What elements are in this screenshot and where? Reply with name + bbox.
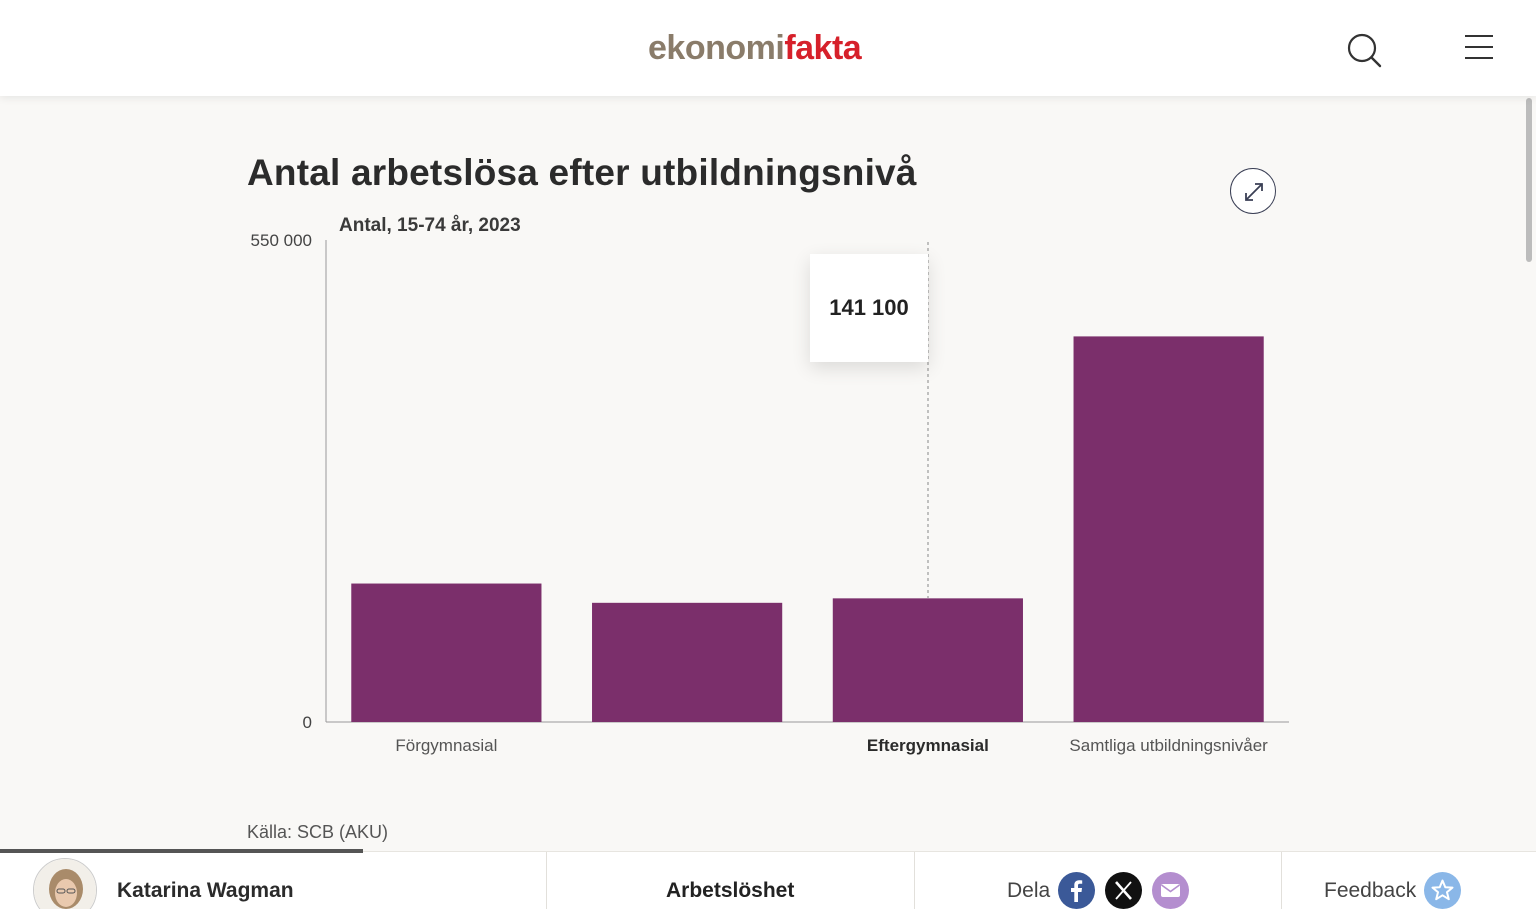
facebook-share-icon[interactable]	[1058, 872, 1095, 909]
logo-text-part1: ekonomi	[648, 29, 785, 67]
email-share-icon[interactable]	[1152, 872, 1189, 909]
chart-title: Antal arbetslösa efter utbildningsnivå	[247, 152, 917, 193]
sticky-footer: Katarina Wagman Arbetslöshet Dela Feedba…	[0, 851, 1536, 909]
bar[interactable]	[832, 598, 1023, 722]
x-share-icon[interactable]	[1105, 872, 1142, 909]
chart-tooltip: 141 100	[810, 254, 928, 362]
topic-link[interactable]: Arbetslöshet	[666, 879, 795, 902]
author-name[interactable]: Katarina Wagman	[117, 879, 294, 902]
bars-group	[351, 336, 1264, 722]
footer-divider	[914, 852, 915, 909]
logo-text-part2: fakta	[784, 29, 862, 67]
feedback-label[interactable]: Feedback	[1324, 879, 1417, 902]
hamburger-menu-icon[interactable]	[1460, 30, 1498, 64]
ekonomifakta-logo[interactable]: ekonomifakta	[648, 26, 862, 70]
chart-source: Källa: SCB (AKU)	[247, 822, 389, 842]
x-axis-label: Samtliga utbildningsnivåer	[1069, 736, 1268, 755]
footer-divider	[1281, 852, 1282, 909]
share-label: Dela	[1007, 879, 1051, 902]
star-icon[interactable]	[1424, 872, 1461, 909]
x-axis-label: Eftergymnasial	[866, 736, 989, 755]
expand-fullscreen-icon[interactable]	[1230, 168, 1276, 214]
page-scrollbar[interactable]	[1526, 98, 1532, 262]
x-axis-label: Förgymnasial	[395, 736, 498, 755]
top-navigation-bar: ekonomifakta	[0, 0, 1536, 96]
author-avatar[interactable]	[33, 858, 97, 909]
chart-subtitle: Antal, 15-74 år, 2023	[339, 215, 521, 236]
y-axis-tick-min: 0	[302, 713, 312, 732]
footer-divider	[546, 852, 547, 909]
y-axis-tick-max: 550 000	[250, 231, 312, 250]
reading-progress-bar	[0, 849, 363, 853]
bar[interactable]	[1073, 336, 1264, 722]
bar[interactable]	[592, 602, 783, 722]
bar[interactable]	[351, 583, 542, 722]
search-icon[interactable]	[1342, 30, 1386, 70]
